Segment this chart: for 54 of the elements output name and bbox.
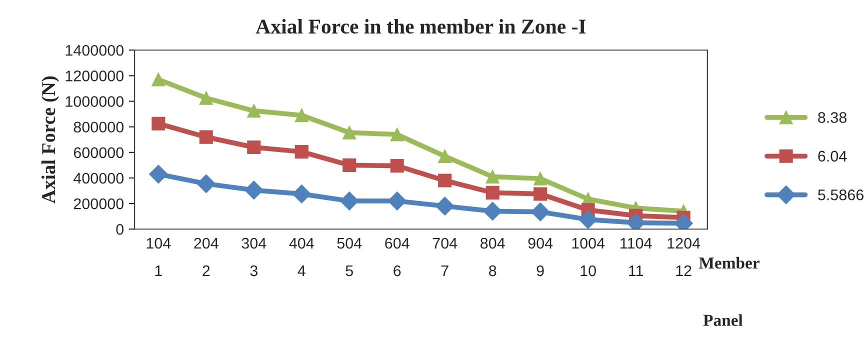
point: [534, 187, 548, 201]
x-tick-label: 104 1: [146, 238, 171, 276]
point: [486, 170, 500, 184]
y-tick-label: 0: [116, 224, 124, 235]
x-tick-label: 404 4: [289, 238, 314, 276]
chart-title: Axial Force in the member in Zone -I: [256, 18, 586, 34]
point: [149, 164, 168, 184]
x-tick-label: 504 5: [337, 238, 362, 276]
point: [486, 186, 500, 200]
y-tick-label: 1200000: [66, 70, 124, 82]
point: [438, 149, 452, 164]
y-tick-label: 400000: [74, 172, 124, 184]
point: [388, 192, 406, 210]
point: [578, 210, 598, 229]
x-axis-title: Member: [699, 256, 760, 269]
point: [340, 192, 359, 210]
x-tick-label: 904 9: [528, 238, 553, 276]
x-tick-label: 304 3: [242, 238, 266, 276]
point: [294, 144, 308, 159]
point: [152, 116, 166, 130]
legend-label: 8.38: [818, 112, 846, 123]
point: [342, 126, 356, 140]
x-tick-label: 204 2: [194, 238, 218, 276]
legend-label: 6.04: [818, 150, 847, 162]
point: [199, 91, 213, 105]
y-tick-label: 1000000: [66, 96, 124, 107]
point: [244, 180, 264, 200]
y-tick-label: 600000: [74, 147, 124, 158]
y-tick-label: 1400000: [66, 44, 124, 56]
point: [292, 184, 311, 204]
point: [294, 108, 308, 122]
x-tick-label: 1004 10: [572, 238, 605, 276]
point: [390, 159, 404, 173]
point: [196, 174, 216, 194]
x-tick-label: 604 6: [385, 238, 410, 276]
point: [199, 130, 213, 144]
x-tick-label: 1204 12: [668, 238, 700, 276]
text: Panel: [703, 314, 743, 326]
y-axis-title: Axial Force (N): [41, 76, 60, 204]
point: [483, 202, 502, 221]
point: [438, 174, 452, 188]
x-tick-label: 1104 11: [620, 238, 652, 276]
y-tick-label: 800000: [74, 122, 124, 133]
point: [342, 158, 356, 172]
point: [247, 104, 261, 118]
point: [435, 196, 454, 216]
point: [152, 72, 166, 86]
point: [390, 128, 404, 142]
x-tick-label: 804 8: [480, 238, 505, 276]
x-tick-label: 704 7: [432, 238, 458, 276]
point: [247, 140, 261, 154]
point: [534, 172, 548, 186]
y-tick-label: 200000: [74, 198, 124, 210]
legend-label: 5.5866: [818, 189, 864, 200]
